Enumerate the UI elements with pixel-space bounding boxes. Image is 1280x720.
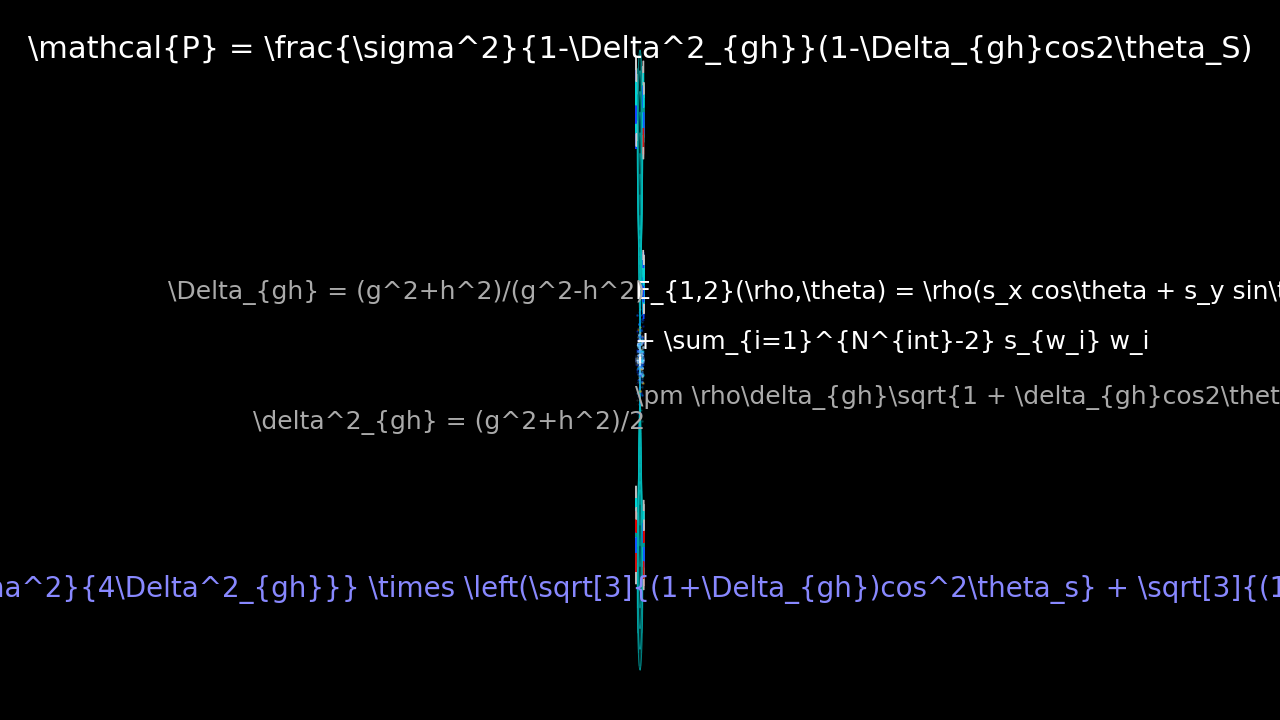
Text: E_{1,2}(\rho,\theta) = \rho(s_x cos\theta + s_y sin\theta): E_{1,2}(\rho,\theta) = \rho(s_x cos\thet… [635,280,1280,305]
Text: + \sum_{i=1}^{N^{int}-2} s_{w_i} w_i: + \sum_{i=1}^{N^{int}-2} s_{w_i} w_i [635,330,1149,355]
Text: \mathcal{P} = \frac{\sigma^2}{1-\Delta^2_{gh}}(1-\Delta_{gh}cos2\theta_S): \mathcal{P} = \frac{\sigma^2}{1-\Delta^2… [28,35,1252,65]
Text: \delta^2_{gh} = (g^2+h^2)/2: \delta^2_{gh} = (g^2+h^2)/2 [252,410,645,435]
Text: \mathcal{B} = \sqrt[3]{\frac{\sigma^2}{4\Delta^2_{gh}}} \times \left(\sqrt[3]{(1: \mathcal{B} = \sqrt[3]{\frac{\sigma^2}{4… [0,575,1280,604]
Text: \pm \rho\delta_{gh}\sqrt{1 + \delta_{gh}cos2\theta}: \pm \rho\delta_{gh}\sqrt{1 + \delta_{gh}… [635,385,1280,410]
Text: \Delta_{gh} = (g^2+h^2)/(g^2-h^2): \Delta_{gh} = (g^2+h^2)/(g^2-h^2) [168,280,645,305]
